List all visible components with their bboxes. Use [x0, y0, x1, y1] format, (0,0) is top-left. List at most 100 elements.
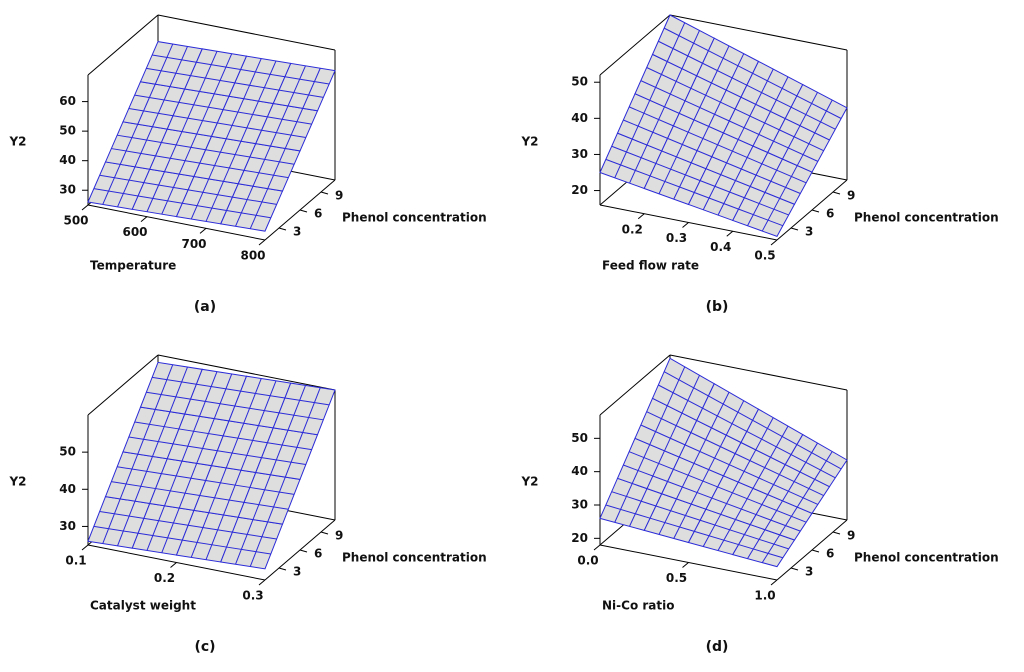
mesh-line — [663, 27, 709, 52]
mesh-line — [111, 481, 156, 490]
mesh-line — [143, 517, 189, 526]
mesh-line — [119, 124, 139, 165]
mesh-line — [240, 69, 285, 78]
surface-cell — [740, 408, 804, 466]
surface-cell — [634, 53, 698, 114]
mesh-line — [208, 138, 227, 180]
surface-cell — [599, 477, 663, 532]
mesh-line — [287, 65, 306, 107]
mesh-line — [708, 395, 753, 421]
y-tick-label: 6 — [826, 547, 834, 561]
mesh-line — [93, 525, 139, 534]
mesh-line — [267, 442, 312, 451]
mesh-line — [649, 517, 695, 532]
mesh-line — [782, 125, 801, 160]
y-tick — [320, 531, 329, 535]
mesh-line — [737, 104, 757, 140]
surface-cell — [616, 93, 680, 152]
box-edge — [87, 204, 266, 241]
z-tick-label: 50 — [59, 124, 76, 138]
mesh-line — [208, 467, 227, 513]
mesh-line — [258, 60, 277, 102]
box-edge — [669, 14, 848, 51]
mesh-line — [137, 83, 156, 125]
mesh-line — [755, 514, 801, 532]
mesh-line — [240, 100, 259, 142]
mesh-line — [252, 474, 271, 520]
surface-cell — [616, 437, 680, 495]
mesh-line — [631, 100, 651, 140]
x-tick-label: 0.5 — [754, 249, 775, 263]
y-tick-label: 6 — [314, 207, 322, 221]
mesh-line — [711, 156, 757, 176]
mesh-line — [779, 474, 824, 497]
mesh-line — [676, 119, 695, 158]
mesh-line — [190, 75, 235, 84]
mesh-line — [178, 428, 224, 437]
box-edge — [599, 14, 671, 76]
mesh-line — [199, 51, 218, 92]
mesh-line — [190, 512, 210, 558]
mesh-line — [284, 76, 330, 85]
y-tick — [299, 549, 308, 553]
surface-cell — [643, 493, 707, 544]
mesh-line — [755, 68, 774, 105]
mesh-line — [725, 400, 745, 436]
mesh-line — [199, 162, 245, 171]
panel-label: (b) — [706, 299, 729, 315]
y-tick — [790, 567, 799, 571]
surface-cell — [87, 161, 151, 210]
mesh-line — [764, 500, 783, 530]
y-tick-label: 3 — [293, 565, 301, 579]
mesh-line — [629, 488, 648, 527]
mesh-line — [111, 148, 156, 157]
mesh-line — [631, 444, 651, 484]
y-axis-label: Phenol concentration — [854, 211, 999, 225]
panel-label: (a) — [194, 299, 216, 315]
mesh-line — [225, 423, 245, 469]
surface-cell — [784, 83, 848, 141]
mesh-line — [773, 140, 819, 162]
mesh-line — [155, 488, 200, 496]
mesh-line — [188, 524, 233, 533]
mesh-line — [614, 483, 633, 523]
y-tick — [790, 227, 799, 231]
mesh-line — [196, 383, 241, 392]
mesh-line — [235, 185, 254, 227]
mesh-line — [152, 411, 171, 457]
mesh-line — [199, 494, 245, 503]
mesh-line — [267, 148, 286, 189]
mesh-line — [717, 486, 763, 506]
mesh-line — [779, 129, 824, 152]
mesh-line — [196, 61, 241, 71]
mesh-line — [213, 53, 233, 95]
x-tick-label: 0.1 — [65, 554, 86, 568]
x-axis-label: Temperature — [90, 259, 176, 273]
mesh-line — [746, 430, 792, 456]
mesh-line — [729, 464, 774, 486]
mesh-line — [779, 165, 798, 199]
x-tick — [726, 230, 734, 237]
y-tick-label: 3 — [805, 225, 813, 239]
y-tick-label: 6 — [826, 207, 834, 221]
mesh-line — [152, 86, 171, 127]
mesh-line — [205, 181, 224, 222]
mesh-line — [667, 481, 713, 499]
mesh-line — [199, 371, 218, 417]
surface-cell — [722, 96, 786, 154]
x-tick — [81, 544, 89, 551]
z-tick-label: 60 — [59, 94, 76, 108]
mesh-line — [799, 92, 818, 126]
x-tick — [593, 544, 601, 551]
mesh-line — [213, 373, 233, 419]
mesh-line — [605, 504, 651, 519]
mesh-line — [240, 390, 285, 399]
mesh-line — [628, 106, 674, 127]
box-edge — [157, 14, 336, 51]
mesh-line — [761, 198, 781, 232]
mesh-line — [154, 364, 174, 410]
box-edge — [87, 354, 159, 416]
mesh-line — [102, 498, 121, 544]
mesh-line — [261, 457, 306, 466]
